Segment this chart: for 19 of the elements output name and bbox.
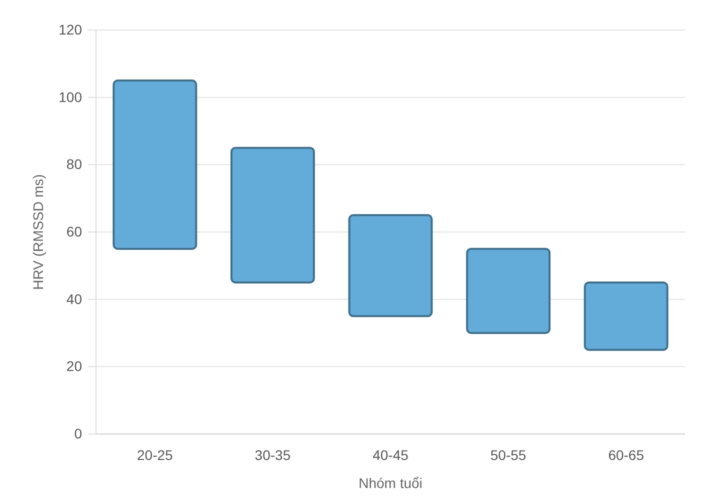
y-axis-title: HRV (RMSSD ms) <box>30 174 46 290</box>
bar <box>230 146 315 284</box>
x-tick-label: 20-25 <box>136 446 174 463</box>
y-tick-label: 120 <box>58 21 82 38</box>
y-tick-label: 40 <box>66 290 82 307</box>
x-tick-label: 40-45 <box>372 446 409 463</box>
bar <box>348 214 433 318</box>
bar <box>466 248 551 334</box>
bar <box>112 80 198 250</box>
y-tick-label: 20 <box>66 358 82 374</box>
bar <box>584 282 668 351</box>
x-axis-title: Nhóm tuổi <box>358 475 422 491</box>
x-tick-label: 30-35 <box>254 446 291 463</box>
x-tick-label: 50-55 <box>490 446 526 463</box>
y-tick-label: 100 <box>58 88 82 105</box>
x-tick-label: 60-65 <box>608 446 644 463</box>
y-tick-label: 0 <box>74 425 82 442</box>
y-tick-label: 80 <box>66 156 82 172</box>
y-tick-label: 60 <box>66 223 82 240</box>
